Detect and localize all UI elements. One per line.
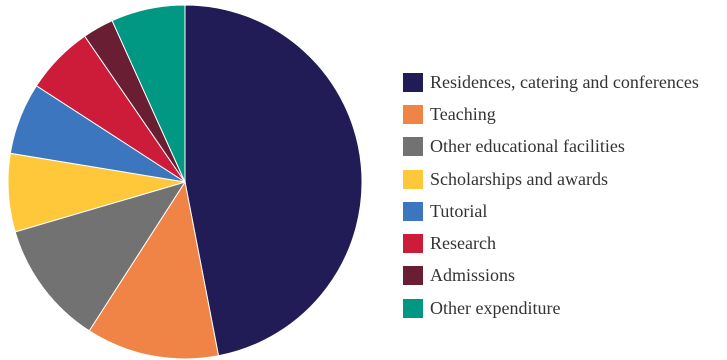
legend-label: Tutorial — [430, 200, 488, 221]
legend-item-6: Admissions — [403, 260, 699, 292]
legend-item-5: Research — [403, 227, 699, 259]
legend-item-2: Other educational facilities — [403, 131, 699, 163]
chart-legend: Residences, catering and conferences Teac… — [403, 66, 699, 324]
legend-item-3: Scholarships and awards — [403, 163, 699, 195]
pie-slice-2 — [14, 181, 187, 332]
legend-item-1: Teaching — [403, 98, 699, 130]
legend-item-7: Other expenditure — [403, 292, 699, 324]
legend-label: Teaching — [430, 103, 496, 124]
legend-label: Other expenditure — [430, 297, 561, 318]
legend-swatch — [403, 169, 423, 189]
legend-label: Research — [430, 233, 496, 254]
legend-label: Other educational facilities — [430, 136, 625, 157]
legend-swatch — [403, 201, 423, 221]
pie-slice-0 — [184, 4, 363, 357]
legend-item-0: Residences, catering and conferences — [403, 66, 699, 98]
legend-swatch — [403, 298, 423, 318]
pie-slice-7 — [111, 4, 186, 183]
legend-swatch — [403, 137, 423, 157]
legend-label: Residences, catering and conferences — [430, 71, 699, 92]
legend-swatch — [403, 266, 423, 286]
legend-swatch — [403, 234, 423, 254]
legend-swatch — [403, 72, 423, 92]
legend-label: Scholarships and awards — [430, 168, 608, 189]
legend-label: Admissions — [430, 265, 516, 286]
pie-slice-1 — [88, 180, 220, 360]
legend-swatch — [403, 104, 423, 124]
legend-item-4: Tutorial — [403, 195, 699, 227]
